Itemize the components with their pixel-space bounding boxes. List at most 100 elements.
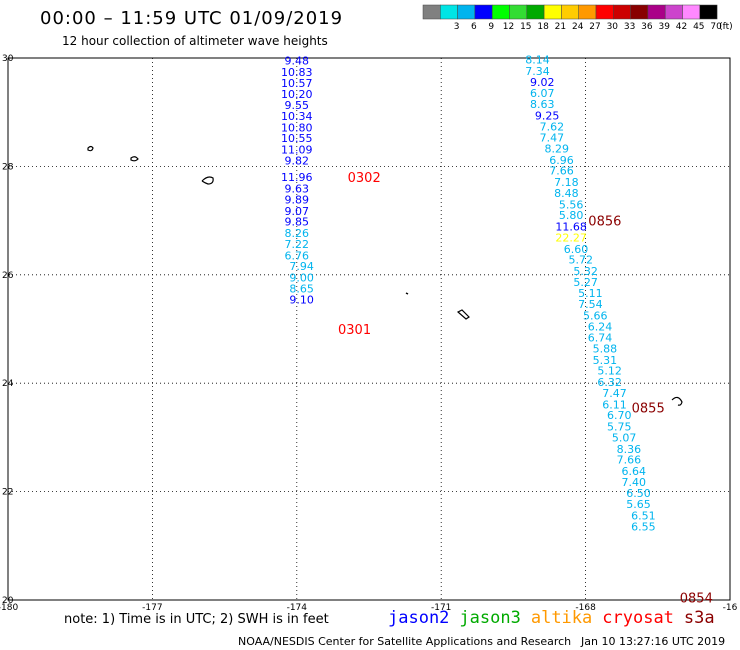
- map-grid: -180 -177 -174 -171 -168 -16 20 22 24 26 28 30: [0, 54, 738, 613]
- scale-swatch: [474, 4, 493, 20]
- pass-time-label: 0854: [680, 591, 713, 606]
- swh-value: 8.29: [544, 143, 569, 156]
- pass-time-label: 0301: [338, 323, 371, 338]
- swh-value: 7.62: [540, 120, 565, 133]
- pass-time-labels: 0302 0301 0856 0855 0854: [338, 171, 713, 606]
- x-tick-label: -174: [287, 603, 308, 613]
- swh-value: 5.27: [573, 276, 598, 289]
- legend-altika: altika: [530, 608, 593, 628]
- swh-value: 9.82: [285, 154, 310, 167]
- scale-swatch: [509, 4, 528, 20]
- legend-jason2: jason2: [388, 608, 450, 628]
- swh-value: 10.34: [281, 110, 313, 123]
- scale-swatch: [422, 4, 441, 20]
- swh-value: 9.55: [285, 99, 310, 112]
- credit-line: NOAA/NESDIS Center for Satellite Applica…: [238, 635, 572, 648]
- swh-value: 5.65: [626, 498, 651, 511]
- scale-label: 33: [624, 22, 635, 32]
- swh-value: 9.10: [289, 294, 314, 307]
- page-title: 00:00 – 11:59 UTC 01/09/2019: [40, 8, 344, 29]
- swh-value: 7.54: [578, 298, 603, 311]
- island-outline: [201, 176, 214, 185]
- swh-value: 7.22: [285, 238, 310, 251]
- scale-label: 15: [520, 22, 531, 32]
- scale-swatch: [613, 4, 631, 20]
- swh-value: 5.32: [573, 265, 598, 278]
- swh-value: 6.11: [602, 398, 627, 411]
- swh-value: 7.34: [525, 65, 550, 78]
- swh-value: 6.76: [285, 249, 310, 262]
- x-tick-label: -168: [575, 603, 596, 613]
- scale-swatch: [578, 4, 597, 20]
- island-outline: [405, 292, 409, 295]
- swh-value: 6.50: [626, 487, 651, 500]
- swh-value: 10.83: [281, 66, 313, 79]
- swh-value: 7.94: [289, 260, 314, 273]
- swh-value: 8.63: [530, 98, 555, 111]
- swh-value: 5.12: [597, 365, 622, 378]
- scale-swatch: [647, 4, 666, 20]
- swh-value: 9.63: [285, 183, 310, 196]
- swh-value: 22.27: [555, 231, 587, 244]
- scale-label: 27: [589, 22, 600, 32]
- y-tick-label: 30: [2, 54, 14, 64]
- scale-label: 70: [710, 22, 722, 32]
- swh-value: 5.72: [569, 254, 594, 267]
- swh-value: 5.88: [593, 343, 618, 356]
- scale-label: 21: [555, 22, 566, 32]
- swh-value: 9.00: [289, 272, 314, 285]
- satellite-legend: jason2 jason3 altika cryosat s3a: [388, 608, 715, 628]
- island-outline: [671, 396, 683, 406]
- y-tick-label: 22: [2, 488, 13, 498]
- scale-unit: (ft): [719, 22, 733, 32]
- scale-label: 9: [488, 22, 494, 32]
- y-tick-label: 28: [2, 162, 14, 172]
- swh-value: 7.40: [621, 476, 646, 489]
- scale-swatch: [630, 4, 649, 20]
- swh-value: 6.74: [588, 332, 613, 345]
- swh-value: 6.51: [631, 509, 656, 522]
- island-outlines: [87, 145, 683, 406]
- swh-value: 6.32: [597, 376, 622, 389]
- swh-value: 7.47: [540, 132, 565, 145]
- legend-cryosat: cryosat: [602, 608, 674, 628]
- swh-value: 10.55: [281, 132, 313, 145]
- swh-value: 9.02: [530, 76, 555, 89]
- swh-value: 5.56: [559, 198, 584, 211]
- scale-swatch: [682, 4, 701, 20]
- scale-swatch: [491, 4, 510, 20]
- swh-value: 8.48: [554, 187, 579, 200]
- y-tick-label: 26: [2, 271, 14, 281]
- swh-value: 11.68: [555, 221, 587, 234]
- swh-value: 10.57: [281, 77, 313, 90]
- swh-value: 6.24: [588, 320, 613, 333]
- swh-value: 9.07: [285, 205, 310, 218]
- scale-swatch: [543, 4, 562, 20]
- x-tick-label: -16: [723, 603, 738, 613]
- y-tick-label: 24: [2, 379, 14, 389]
- scale-label: 39: [658, 22, 670, 32]
- scale-label: 18: [537, 22, 549, 32]
- scale-swatch: [457, 4, 476, 20]
- swh-value: 10.20: [281, 88, 313, 101]
- scale-label: 30: [607, 22, 619, 32]
- swh-value: 7.47: [602, 387, 627, 400]
- island-outline: [87, 145, 94, 152]
- swh-value: 6.07: [530, 87, 555, 100]
- scale-label: 42: [676, 22, 687, 32]
- swh-value: 6.55: [631, 520, 656, 533]
- swh-value: 6.96: [549, 154, 574, 167]
- swh-value: 9.85: [285, 216, 310, 229]
- scale-label: 6: [471, 22, 477, 32]
- swh-value: 10.80: [281, 121, 313, 134]
- swh-value: 9.89: [285, 193, 310, 206]
- map-frame: [7, 57, 731, 601]
- scale-label: 45: [693, 22, 704, 32]
- swh-value: 8.36: [617, 443, 642, 456]
- scale-label: 3: [454, 22, 460, 32]
- x-tick-label: -180: [0, 603, 18, 613]
- swh-value: 5.07: [612, 431, 637, 444]
- swh-value: 8.26: [285, 227, 310, 240]
- swh-value: 5.66: [583, 309, 608, 322]
